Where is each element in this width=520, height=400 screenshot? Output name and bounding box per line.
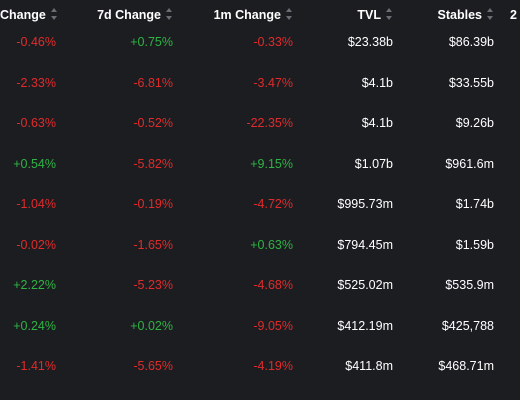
- table-row[interactable]: -0.02% -1.65% +0.63% $794.45m $1.59b: [0, 235, 520, 276]
- cell-7d-change: -0.52%: [133, 116, 173, 130]
- column-header-next-label: 2: [510, 8, 517, 22]
- sort-icon[interactable]: [50, 8, 58, 20]
- table-row[interactable]: -0.46% +0.75% -0.33% $23.38b $86.39b: [0, 32, 520, 73]
- column-header-7d-change[interactable]: 7d Change: [80, 5, 173, 25]
- cell-stables: $468.71m: [438, 359, 494, 373]
- cell-tvl: $412.19m: [337, 318, 393, 333]
- cell-stables: $425,788: [441, 318, 494, 333]
- cell-7d-change: -6.81%: [133, 75, 173, 90]
- cell-1m-change: -0.33%: [253, 35, 293, 49]
- cell-7d-change: -5.65%: [133, 359, 173, 373]
- cell-stables: $9.26b: [455, 116, 494, 130]
- cell-stables: $961.6m: [445, 156, 494, 171]
- cell-change: -1.41%: [16, 359, 56, 373]
- column-header-1m-change[interactable]: 1m Change: [190, 5, 293, 25]
- cell-1m-change: -4.68%: [253, 278, 293, 292]
- table-row[interactable]: +0.54% -5.82% +9.15% $1.07b $961.6m: [0, 154, 520, 195]
- cell-1m-change: -4.19%: [253, 359, 293, 373]
- cell-change: -1.04%: [16, 197, 56, 211]
- cell-7d-change: -5.82%: [133, 156, 173, 171]
- cell-change: +0.24%: [13, 318, 56, 333]
- cell-change: +0.54%: [13, 156, 56, 171]
- column-header-next[interactable]: 2: [510, 5, 520, 25]
- column-header-tvl[interactable]: TVL: [320, 5, 393, 25]
- cell-7d-change: +0.75%: [130, 35, 173, 49]
- cell-stables: $1.59b: [455, 237, 494, 252]
- cell-1m-change: +9.15%: [250, 156, 293, 171]
- cell-tvl: $995.73m: [337, 197, 393, 211]
- cell-7d-change: -5.23%: [133, 278, 173, 292]
- column-header-1m-change-label: 1m Change: [213, 8, 281, 22]
- cell-1m-change: -4.72%: [253, 197, 293, 211]
- cell-stables: $1.74b: [455, 197, 494, 211]
- cell-7d-change: -0.19%: [133, 197, 173, 211]
- cell-tvl: $794.45m: [337, 237, 393, 252]
- cell-stables: $86.39b: [448, 35, 494, 49]
- cell-tvl: $1.07b: [354, 156, 393, 171]
- column-header-stables[interactable]: Stables: [420, 5, 494, 25]
- cell-tvl: $4.1b: [361, 75, 393, 90]
- table-row[interactable]: -1.04% -0.19% -4.72% $995.73m $1.74b: [0, 194, 520, 235]
- cell-tvl: $525.02m: [337, 278, 393, 292]
- cell-change: +2.22%: [13, 278, 56, 292]
- sort-icon[interactable]: [286, 8, 293, 20]
- table-row[interactable]: +0.24% +0.02% -9.05% $412.19m $425,788: [0, 316, 520, 357]
- sort-icon[interactable]: [386, 8, 393, 20]
- table-row[interactable]: -2.33% -6.81% -3.47% $4.1b $33.55b: [0, 73, 520, 114]
- column-header-tvl-label: TVL: [357, 8, 381, 22]
- cell-tvl: $411.8m: [345, 359, 393, 373]
- cell-1m-change: +0.63%: [250, 237, 293, 252]
- sort-icon[interactable]: [487, 8, 494, 20]
- table-row[interactable]: -0.63% -0.52% -22.35% $4.1b $9.26b: [0, 113, 520, 154]
- cell-7d-change: +0.02%: [130, 318, 173, 333]
- cell-change: -0.46%: [16, 35, 56, 49]
- cell-stables: $33.55b: [448, 75, 494, 90]
- cell-change: -2.33%: [16, 75, 56, 90]
- table-row[interactable]: -1.41% -5.65% -4.19% $411.8m $468.71m: [0, 356, 520, 397]
- cell-7d-change: -1.65%: [133, 237, 173, 252]
- cell-tvl: $23.38b: [347, 35, 393, 49]
- cell-stables: $535.9m: [445, 278, 494, 292]
- cell-1m-change: -9.05%: [253, 318, 293, 333]
- cell-tvl: $4.1b: [361, 116, 393, 130]
- table-row[interactable]: +2.22% -5.23% -4.68% $525.02m $535.9m: [0, 275, 520, 316]
- cell-change: -0.02%: [16, 237, 56, 252]
- column-header-stables-label: Stables: [437, 8, 482, 22]
- column-header-change[interactable]: Change: [0, 5, 58, 25]
- column-header-change-label: Change: [0, 8, 46, 22]
- sort-icon[interactable]: [166, 8, 173, 20]
- column-header-7d-change-label: 7d Change: [97, 8, 161, 22]
- cell-change: -0.63%: [16, 116, 56, 130]
- cell-1m-change: -3.47%: [253, 75, 293, 90]
- cell-1m-change: -22.35%: [246, 116, 293, 130]
